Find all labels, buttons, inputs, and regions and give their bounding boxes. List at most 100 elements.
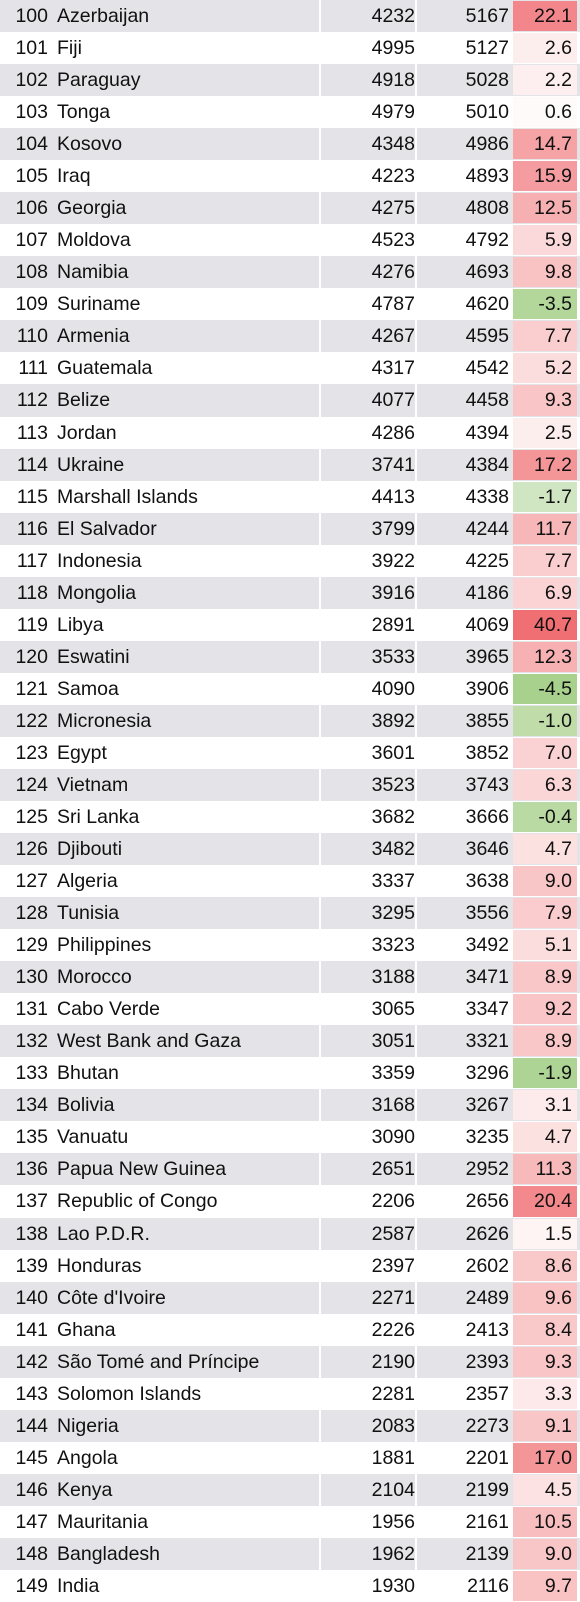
value-2020-cell: 2357: [465, 1383, 509, 1405]
rank-cell: 126: [15, 838, 48, 860]
change-highlight: [513, 1571, 577, 1601]
change-highlight: [513, 1251, 577, 1281]
country-cell: Papua New Guinea: [57, 1153, 321, 1185]
value-2019-cell: 3065: [321, 993, 417, 1025]
change-highlight: [513, 834, 577, 864]
change-cell: 8.4: [544, 1319, 572, 1341]
change-cell: 9.7: [544, 1575, 572, 1597]
value-2019-cell: 4276: [321, 256, 417, 288]
change-highlight: [513, 1186, 577, 1217]
country-cell: Côte d'Ivoire: [57, 1282, 321, 1314]
value-2020-cell: 3492: [465, 934, 509, 956]
value-2020-cell: 3556: [465, 902, 509, 924]
rank-cell: 116: [16, 518, 48, 540]
value-2019-cell: 4523: [321, 224, 417, 256]
change-highlight: [513, 1475, 577, 1505]
country-cell: Vanuatu: [57, 1121, 321, 1153]
change-highlight: [513, 1443, 577, 1473]
change-highlight: [513, 994, 577, 1024]
change-cell: 9.0: [544, 870, 572, 892]
value-2020-cell: 3666: [465, 806, 509, 828]
change-highlight: [513, 514, 577, 544]
table-row: 107 Moldova 4523 4792 5.9: [0, 224, 580, 256]
change-cell: 9.8: [544, 261, 572, 283]
rank-cell: 107: [15, 229, 48, 251]
change-highlight: [513, 385, 577, 416]
change-cell: 17.2: [534, 454, 572, 476]
value-2020-cell: 4186: [465, 582, 509, 604]
value-2020-cell: 3471: [465, 966, 509, 988]
change-cell: -0.4: [538, 806, 572, 828]
table-row: 106 Georgia 4275 4808 12.5: [0, 192, 580, 224]
country-cell: Georgia: [57, 192, 321, 224]
value-2020-cell: 3855: [465, 710, 509, 732]
country-cell: El Salvador: [57, 513, 321, 545]
value-2020-cell: 5167: [465, 5, 509, 27]
country-cell: Jordan: [57, 417, 321, 449]
change-highlight: [513, 161, 577, 191]
table-row: 111 Guatemala 4317 4542 5.2: [0, 352, 580, 384]
value-2020-cell: 3965: [465, 646, 509, 668]
value-2020-cell: 3267: [465, 1094, 509, 1116]
value-2019-cell: 3799: [321, 513, 417, 545]
table-row: 140 Côte d'Ivoire 2271 2489 9.6: [0, 1282, 580, 1314]
country-cell: Guatemala: [57, 352, 321, 384]
value-2020-cell: 5127: [465, 37, 509, 59]
rank-cell: 112: [16, 389, 48, 411]
change-highlight: [513, 1154, 577, 1184]
rank-cell: 137: [15, 1190, 48, 1212]
table-row: 134 Bolivia 3168 3267 3.1: [0, 1089, 580, 1121]
rank-cell: 109: [15, 293, 48, 315]
value-2020-cell: 2273: [465, 1415, 509, 1437]
value-2020-cell: 2952: [465, 1158, 509, 1180]
country-cell: Honduras: [57, 1250, 321, 1282]
table-row: 145 Angola 1881 2201 17.0: [0, 1442, 580, 1474]
change-cell: 9.0: [544, 1543, 572, 1565]
change-highlight: [513, 321, 577, 351]
value-2019-cell: 2891: [321, 609, 417, 641]
table-row: 148 Bangladesh 1962 2139 9.0: [0, 1538, 580, 1570]
change-cell: 3.1: [544, 1094, 572, 1116]
table-row: 135 Vanuatu 3090 3235 4.7: [0, 1121, 580, 1153]
rank-cell: 129: [15, 934, 48, 956]
change-cell: 17.0: [534, 1447, 572, 1469]
country-cell: Djibouti: [57, 833, 321, 865]
value-2020-cell: 4808: [465, 197, 509, 219]
change-cell: 4.7: [544, 1126, 572, 1148]
value-2020-cell: 2161: [465, 1511, 509, 1533]
value-2020-cell: 3347: [465, 998, 509, 1020]
table-row: 137 Republic of Congo 2206 2656 20.4: [0, 1185, 580, 1218]
value-2020-cell: 3852: [465, 742, 509, 764]
value-2020-cell: 5028: [465, 69, 509, 91]
value-2020-cell: 3321: [465, 1030, 509, 1052]
change-highlight: [513, 674, 577, 704]
change-highlight: [513, 129, 577, 159]
value-2019-cell: 4995: [321, 32, 417, 64]
table-row: 115 Marshall Islands 4413 4338 -1.7: [0, 481, 580, 513]
table-row: 116 El Salvador 3799 4244 11.7: [0, 513, 580, 545]
change-cell: 6.9: [544, 582, 572, 604]
change-highlight: [513, 706, 577, 736]
change-highlight: [513, 1122, 577, 1152]
value-2020-cell: 4069: [465, 614, 509, 636]
change-cell: 4.7: [544, 838, 572, 860]
value-2019-cell: 4918: [321, 64, 417, 96]
change-cell: 1.5: [544, 1223, 572, 1245]
value-2020-cell: 3296: [465, 1062, 509, 1084]
change-cell: 3.3: [544, 1383, 572, 1405]
table-row: 101 Fiji 4995 5127 2.6: [0, 32, 580, 64]
change-highlight: [513, 225, 577, 255]
country-cell: Indonesia: [57, 545, 321, 577]
change-cell: 11.3: [535, 1158, 572, 1180]
country-cell: Armenia: [57, 320, 321, 352]
change-cell: 2.6: [544, 37, 572, 59]
table-row: 128 Tunisia 3295 3556 7.9: [0, 897, 580, 929]
table-row: 117 Indonesia 3922 4225 7.7: [0, 545, 580, 577]
rank-cell: 113: [16, 422, 48, 444]
change-cell: 12.3: [534, 646, 572, 668]
rank-cell: 149: [15, 1575, 48, 1597]
value-2019-cell: 4223: [321, 160, 417, 192]
table-row: 126 Djibouti 3482 3646 4.7: [0, 833, 580, 865]
country-cell: Tunisia: [57, 897, 321, 929]
value-2019-cell: 3337: [321, 865, 417, 897]
